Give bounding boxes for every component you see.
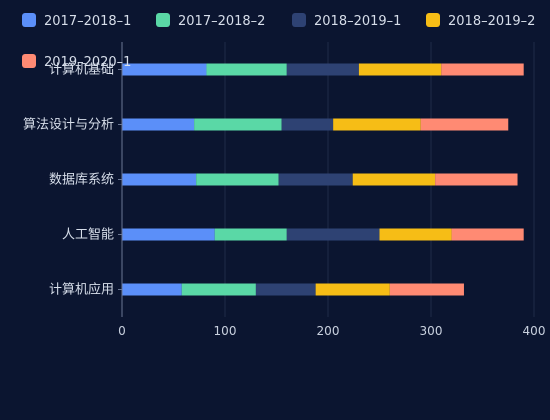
legend-swatch: [156, 13, 170, 27]
legend-item[interactable]: 2017–2018–1: [22, 13, 131, 29]
bar-segment[interactable]: [122, 283, 182, 296]
category-label: 算法设计与分析: [23, 118, 114, 133]
bar-segment[interactable]: [122, 63, 207, 76]
bar-segment[interactable]: [333, 118, 421, 131]
x-tick-label: 100: [214, 324, 237, 338]
legend-swatch: [22, 13, 36, 27]
legend-label: 2017–2018–1: [44, 14, 131, 29]
x-tick-label: 300: [420, 324, 443, 338]
legend-swatch: [292, 13, 306, 27]
category-label: 数据库系统: [49, 172, 114, 188]
legend-swatch: [426, 13, 440, 27]
bar-segment[interactable]: [420, 118, 509, 131]
bar-segment[interactable]: [196, 173, 279, 186]
bar-segment[interactable]: [122, 118, 195, 131]
bars: [122, 63, 524, 296]
bar-segment[interactable]: [315, 283, 390, 296]
legend-label: 2018–2019–2: [448, 14, 535, 29]
bar-segment[interactable]: [122, 228, 215, 241]
legend-label: 2019–2020–1: [44, 55, 131, 70]
bar-segment[interactable]: [451, 228, 524, 241]
bar-segment[interactable]: [278, 173, 353, 186]
legend-item[interactable]: 2017–2018–2: [156, 13, 265, 29]
bar-segment[interactable]: [214, 228, 287, 241]
category-label: 计算机基础: [49, 63, 114, 78]
bar-segment[interactable]: [255, 283, 316, 296]
bar-segment[interactable]: [286, 63, 359, 76]
legend[interactable]: 2017–2018–1 2017–2018–2 2018–2019–1 2018–20…: [22, 13, 535, 70]
bar-segment[interactable]: [441, 63, 524, 76]
bar-segment[interactable]: [206, 63, 287, 76]
bar-segment[interactable]: [435, 173, 518, 186]
category-label: 计算机应用: [49, 282, 114, 298]
x-axis: 0 100 200 300 400: [118, 324, 545, 338]
bar-segment[interactable]: [352, 173, 436, 186]
bar-segment[interactable]: [379, 228, 452, 241]
bar-segment[interactable]: [281, 118, 334, 131]
legend-label: 2018–2019–1: [314, 14, 401, 29]
category-label: 人工智能: [62, 228, 114, 243]
legend-item[interactable]: 2018–2019–1: [292, 13, 401, 29]
bar-segment[interactable]: [122, 173, 197, 186]
bar-segment[interactable]: [286, 228, 380, 241]
bar-segment[interactable]: [358, 63, 442, 76]
bar-segment[interactable]: [181, 283, 256, 296]
x-tick-label: 400: [523, 324, 546, 338]
legend-swatch: [22, 54, 36, 68]
x-tick-label: 0: [118, 324, 126, 338]
legend-label: 2017–2018–2: [178, 14, 265, 29]
legend-item[interactable]: 2018–2019–2: [426, 13, 535, 29]
bar-segment[interactable]: [389, 283, 464, 296]
bar-segment[interactable]: [194, 118, 282, 131]
x-tick-label: 200: [317, 324, 340, 338]
y-axis: 计算机应用 人工智能 数据库系统 算法设计与分析 计算机基础: [23, 42, 123, 317]
legend-item[interactable]: 2019–2020–1: [22, 54, 131, 70]
